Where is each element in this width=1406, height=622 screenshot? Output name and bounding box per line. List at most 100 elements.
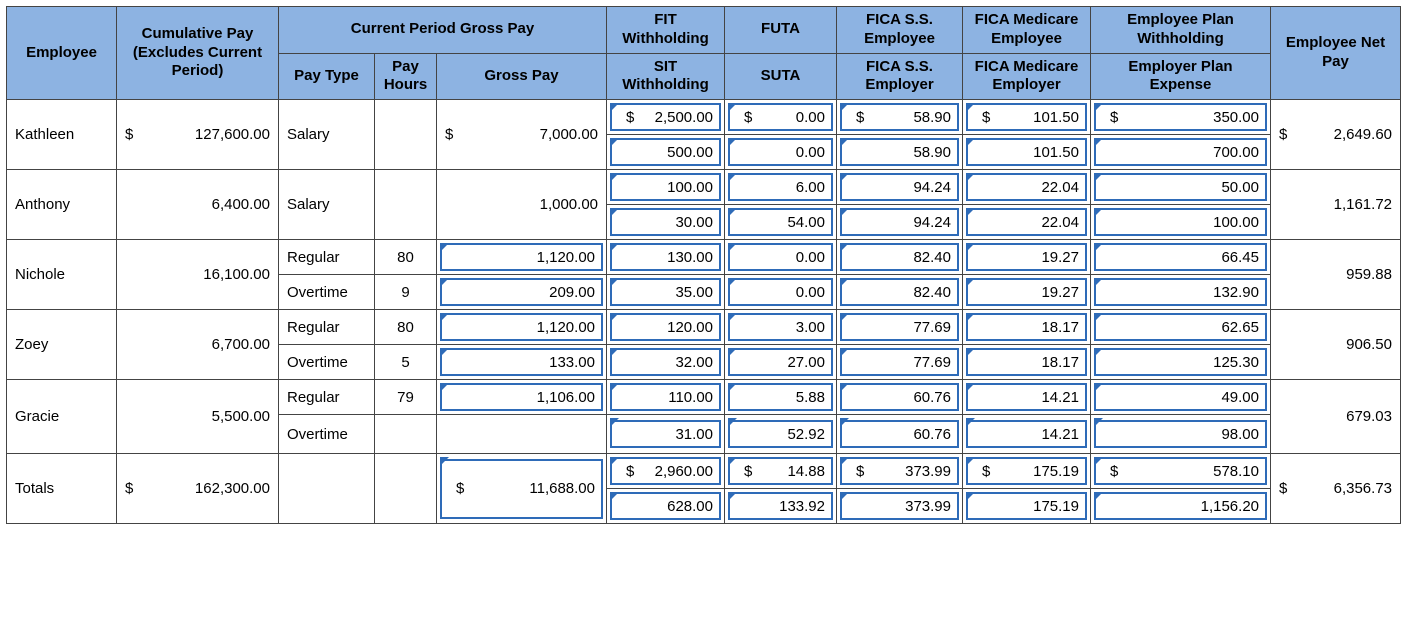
col-sit: SIT Withholding: [607, 53, 725, 100]
pay-hours: 80: [375, 310, 437, 345]
net-pay: 959.88: [1271, 240, 1401, 310]
col-emp-plan-exp: Employer Plan Expense: [1091, 53, 1271, 100]
col-emp-plan-wh: Employee Plan Withholding: [1091, 7, 1271, 54]
plan-expense-input[interactable]: 700.00: [1091, 135, 1271, 170]
gross-pay-input[interactable]: 133.00: [437, 345, 607, 380]
futa-input[interactable]: $0.00: [725, 100, 837, 135]
employee-name: Kathleen: [7, 100, 117, 170]
fica-med-er-input[interactable]: 22.04: [963, 205, 1091, 240]
fica-med-er-input[interactable]: 14.21: [963, 415, 1091, 454]
suta-input[interactable]: 52.92: [725, 415, 837, 454]
totals-plan-input[interactable]: $578.10: [1091, 454, 1271, 489]
totals-fica-med-input[interactable]: $175.19: [963, 454, 1091, 489]
totals-fica-ss-input[interactable]: $373.99: [837, 454, 963, 489]
fit-withholding-input[interactable]: $2,500.00: [607, 100, 725, 135]
table-row: Anthony6,400.00Salary1,000.00 100.00 6.0…: [7, 170, 1401, 205]
plan-expense-input[interactable]: 98.00: [1091, 415, 1271, 454]
col-fit: FIT Withholding: [607, 7, 725, 54]
fica-ss-input[interactable]: $58.90: [837, 100, 963, 135]
fica-med-input[interactable]: 19.27: [963, 240, 1091, 275]
suta-input[interactable]: 0.00: [725, 275, 837, 310]
totals-fica-med-er-input[interactable]: 175.19: [963, 489, 1091, 524]
totals-fit-input[interactable]: $2,960.00: [607, 454, 725, 489]
employee-name: Nichole: [7, 240, 117, 310]
suta-input[interactable]: 0.00: [725, 135, 837, 170]
fica-ss-er-input[interactable]: 77.69: [837, 345, 963, 380]
col-fica-med-er: FICA Medicare Employer: [963, 53, 1091, 100]
plan-expense-input[interactable]: 125.30: [1091, 345, 1271, 380]
fit-withholding-input[interactable]: 110.00: [607, 380, 725, 415]
fica-med-input[interactable]: 18.17: [963, 310, 1091, 345]
fica-ss-er-input[interactable]: 94.24: [837, 205, 963, 240]
plan-input[interactable]: $350.00: [1091, 100, 1271, 135]
employee-name: Zoey: [7, 310, 117, 380]
cumulative-pay: 6,700.00: [117, 310, 279, 380]
sit-withholding-input[interactable]: 31.00: [607, 415, 725, 454]
gross-pay-input[interactable]: 209.00: [437, 275, 607, 310]
futa-input[interactable]: 5.88: [725, 380, 837, 415]
fica-ss-input[interactable]: 94.24: [837, 170, 963, 205]
net-pay: 906.50: [1271, 310, 1401, 380]
plan-expense-input[interactable]: 132.90: [1091, 275, 1271, 310]
fica-med-input[interactable]: 22.04: [963, 170, 1091, 205]
gross-pay-input[interactable]: 1,120.00: [437, 310, 607, 345]
net-pay: 1,161.72: [1271, 170, 1401, 240]
fica-ss-input[interactable]: 60.76: [837, 380, 963, 415]
totals-cumulative: $162,300.00: [117, 454, 279, 524]
employee-name: Gracie: [7, 380, 117, 454]
col-cumulative: Cumulative Pay (Excludes Current Period): [117, 7, 279, 100]
fit-withholding-input[interactable]: 130.00: [607, 240, 725, 275]
totals-plan-exp-input[interactable]: 1,156.20: [1091, 489, 1271, 524]
plan-input[interactable]: 66.45: [1091, 240, 1271, 275]
futa-input[interactable]: 0.00: [725, 240, 837, 275]
fica-ss-er-input[interactable]: 58.90: [837, 135, 963, 170]
pay-hours: 79: [375, 380, 437, 415]
cumulative-pay: $127,600.00: [117, 100, 279, 170]
table-row: Gracie5,500.00Regular79 1,106.00 110.00 …: [7, 380, 1401, 415]
plan-expense-input[interactable]: 100.00: [1091, 205, 1271, 240]
sit-withholding-input[interactable]: 30.00: [607, 205, 725, 240]
totals-fica-ss-er-input[interactable]: 373.99: [837, 489, 963, 524]
gross-pay-input[interactable]: 1,106.00: [437, 380, 607, 415]
fica-med-input[interactable]: $101.50: [963, 100, 1091, 135]
cumulative-pay: 16,100.00: [117, 240, 279, 310]
cumulative-pay: 6,400.00: [117, 170, 279, 240]
cumulative-pay: 5,500.00: [117, 380, 279, 454]
fit-withholding-input[interactable]: 120.00: [607, 310, 725, 345]
futa-input[interactable]: 6.00: [725, 170, 837, 205]
col-fica-med-emp: FICA Medicare Employee: [963, 7, 1091, 54]
fica-ss-er-input[interactable]: 60.76: [837, 415, 963, 454]
fica-ss-er-input[interactable]: 82.40: [837, 275, 963, 310]
plan-input[interactable]: 50.00: [1091, 170, 1271, 205]
fica-ss-input[interactable]: 82.40: [837, 240, 963, 275]
fica-med-er-input[interactable]: 18.17: [963, 345, 1091, 380]
plan-input[interactable]: 62.65: [1091, 310, 1271, 345]
totals-futa-input[interactable]: $14.88: [725, 454, 837, 489]
sit-withholding-input[interactable]: 32.00: [607, 345, 725, 380]
plan-input[interactable]: 49.00: [1091, 380, 1271, 415]
fica-ss-input[interactable]: 77.69: [837, 310, 963, 345]
totals-gross-pay-input[interactable]: $11,688.00: [437, 454, 607, 524]
suta-input[interactable]: 54.00: [725, 205, 837, 240]
col-pay-type: Pay Type: [279, 53, 375, 100]
totals-suta-input[interactable]: 133.92: [725, 489, 837, 524]
pay-type: Salary: [279, 100, 375, 170]
pay-hours: 80: [375, 240, 437, 275]
gross-pay-input[interactable]: 1,120.00: [437, 240, 607, 275]
employee-name: Anthony: [7, 170, 117, 240]
suta-input[interactable]: 27.00: [725, 345, 837, 380]
totals-paytype-blank: [279, 454, 375, 524]
sit-withholding-input[interactable]: 35.00: [607, 275, 725, 310]
fit-withholding-input[interactable]: 100.00: [607, 170, 725, 205]
fica-med-er-input[interactable]: 19.27: [963, 275, 1091, 310]
table-header: Employee Cumulative Pay (Excludes Curren…: [7, 7, 1401, 100]
futa-input[interactable]: 3.00: [725, 310, 837, 345]
table-row: Zoey6,700.00Regular80 1,120.00 120.00 3.…: [7, 310, 1401, 345]
fica-med-input[interactable]: 14.21: [963, 380, 1091, 415]
col-employee: Employee: [7, 7, 117, 100]
gross-pay: 1,000.00: [437, 170, 607, 240]
fica-med-er-input[interactable]: 101.50: [963, 135, 1091, 170]
totals-sit-input[interactable]: 628.00: [607, 489, 725, 524]
col-current-group: Current Period Gross Pay: [279, 7, 607, 54]
sit-withholding-input[interactable]: 500.00: [607, 135, 725, 170]
